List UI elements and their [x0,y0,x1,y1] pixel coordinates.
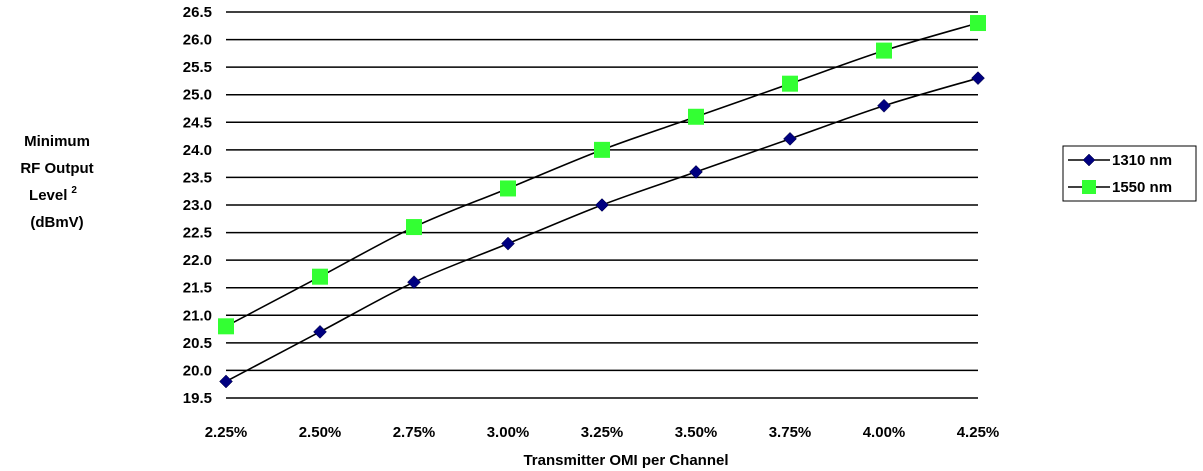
data-point [595,198,609,212]
y-tick-label: 19.5 [183,390,212,407]
x-tick-labels: 2.25% 2.50% 2.75% 3.00% 3.25% 3.50% 3.75% 4.00%… [205,424,1000,441]
data-point [971,71,985,86]
x-tick-label: 2.75% [393,424,436,441]
y-tick-label: 25.5 [183,59,212,76]
x-tick-label: 2.25% [205,424,248,441]
legend: 1310 nm 1550 nm [1062,145,1197,202]
data-point [312,268,328,285]
data-point [689,165,703,179]
y-tick-label: 23.5 [183,169,212,186]
y-tick-label: 25.0 [183,87,212,104]
y-tick-labels: 19.5 20.0 20.5 21.0 21.5 22.0 22.5 23.0 23.5 24.0… [183,4,212,407]
y-axis-title: Minimum RF Output Level 2 (dBmV) [20,133,93,231]
data-point [218,318,234,335]
y-tick-label: 22.0 [183,252,212,269]
y-axis-title-line-3: Level 2 [29,185,77,204]
x-axis-title: Transmitter OMI per Channel [523,452,728,469]
data-point [406,219,422,236]
data-point [970,15,986,32]
y-axis-title-line-4: (dBmV) [30,214,83,231]
y-tick-label: 21.0 [183,307,212,324]
y-tick-label: 23.0 [183,197,212,214]
y-tick-label: 20.0 [183,362,212,379]
x-tick-label: 4.00% [863,424,906,441]
data-point [688,108,704,125]
legend-label-1310: 1310 nm [1112,152,1172,169]
legend-marker-1550 [1082,180,1096,194]
data-point [594,141,610,158]
series-layer [218,15,986,389]
data-point [500,180,516,197]
data-point [219,374,233,389]
x-tick-label: 2.50% [299,424,342,441]
legend-marker-1310 [1082,153,1096,167]
series-line [225,77,979,383]
y-tick-label: 24.5 [183,114,212,131]
y-axis-title-line-1: Minimum [24,133,90,150]
legend-label-1550: 1550 nm [1112,179,1172,196]
data-point [877,98,891,113]
x-tick-label: 3.25% [581,424,624,441]
y-tick-label: 26.5 [183,4,212,21]
data-point [783,131,797,146]
y-tick-label: 26.0 [183,32,212,49]
y-tick-label: 20.5 [183,335,212,352]
data-point [407,275,421,290]
x-tick-label: 3.75% [769,424,812,441]
y-axis-title-superscript: 2 [71,185,77,196]
series-1310-nm [219,71,985,389]
data-point [876,42,892,59]
x-tick-label: 3.00% [487,424,530,441]
series-1550-nm [218,15,986,335]
data-point [782,75,798,92]
data-point [313,324,327,339]
y-axis-title-line-2: RF Output [20,160,93,177]
series-line [225,22,979,328]
x-tick-label: 4.25% [957,424,1000,441]
y-axis-title-level: Level [29,187,67,204]
data-point [501,236,515,251]
y-tick-label: 24.0 [183,142,212,159]
y-tick-label: 21.5 [183,280,212,297]
x-tick-label: 3.50% [675,424,718,441]
y-tick-label: 22.5 [183,225,212,242]
